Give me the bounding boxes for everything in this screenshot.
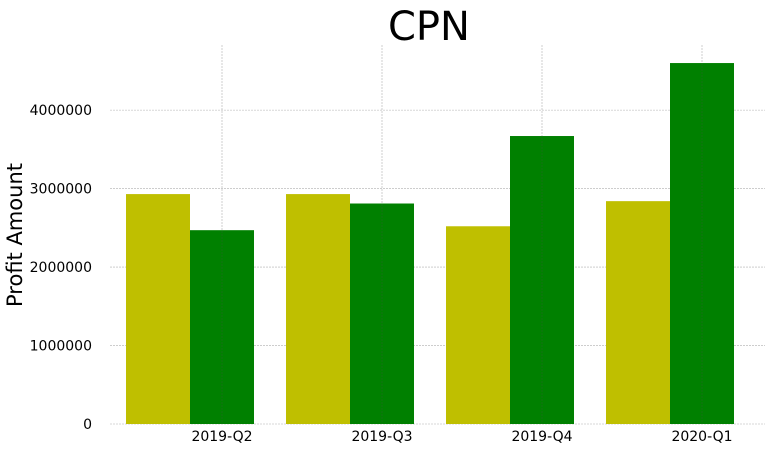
y-tick-label: 0 <box>83 417 92 433</box>
bar <box>350 203 414 424</box>
bar <box>670 63 734 425</box>
vertical-grid-lines <box>221 45 703 424</box>
chart-title: CPN <box>388 4 470 50</box>
y-axis-label: Profit Amount <box>3 163 27 307</box>
bar <box>606 201 670 424</box>
y-axis-ticks: 0 1000000 2000000 3000000 4000000 <box>30 103 92 433</box>
bars <box>126 63 734 425</box>
x-tick-label: 2019-Q3 <box>351 429 412 445</box>
x-tick-label: 2019-Q4 <box>511 429 572 445</box>
x-axis-ticks: 2019-Q2 2019-Q3 2019-Q4 2020-Q1 <box>191 429 732 445</box>
bar <box>446 226 510 424</box>
y-tick-label: 4000000 <box>30 103 92 119</box>
y-tick-label: 1000000 <box>30 339 92 355</box>
y-tick-label: 3000000 <box>30 182 92 198</box>
bar <box>286 194 350 424</box>
x-tick-label: 2020-Q1 <box>671 429 732 445</box>
bar <box>126 194 190 424</box>
y-tick-label: 2000000 <box>30 260 92 276</box>
x-tick-label: 2019-Q2 <box>191 429 252 445</box>
bar <box>190 230 254 424</box>
bar <box>510 136 574 425</box>
